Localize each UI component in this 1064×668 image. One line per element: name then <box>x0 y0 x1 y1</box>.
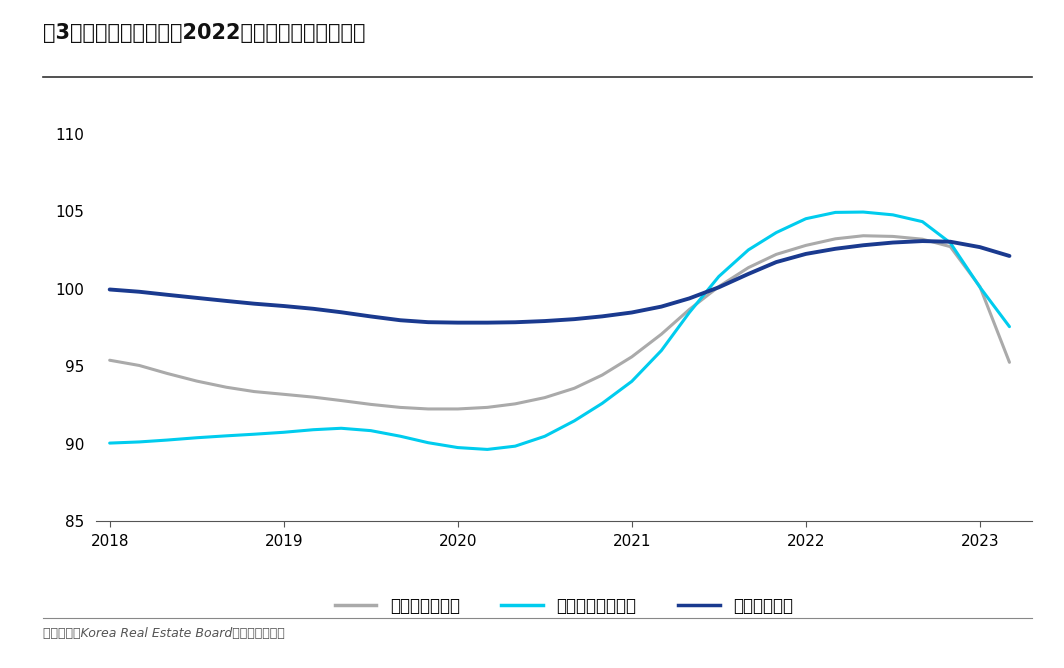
Text: 数据来源：Korea Real Estate Board，国泰君安国际: 数据来源：Korea Real Estate Board，国泰君安国际 <box>43 627 284 639</box>
Text: 图3：韩国传贳房价格在2022年下半年开始快速下行: 图3：韩国传贳房价格在2022年下半年开始快速下行 <box>43 23 365 43</box>
Legend: 传贳房价格指数, 房屋买卖价格指数, 月租价格指数: 传贳房价格指数, 房屋买卖价格指数, 月租价格指数 <box>328 590 800 621</box>
